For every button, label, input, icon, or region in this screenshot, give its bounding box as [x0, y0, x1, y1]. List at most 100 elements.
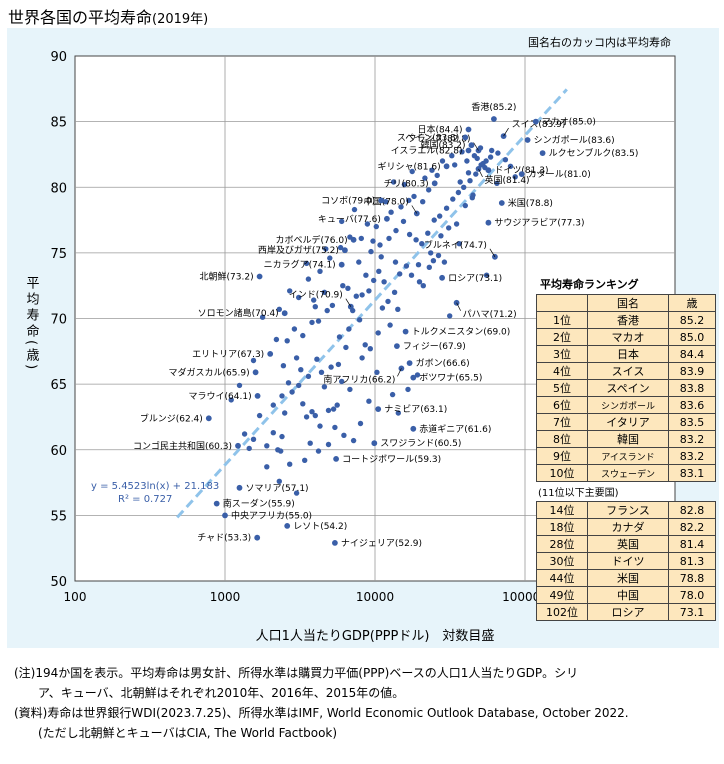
ranking-row: 49位 中国 78.0: [536, 586, 716, 604]
data-point: [250, 357, 257, 364]
point-label: 英国(81.4): [485, 174, 530, 186]
data-point: [347, 386, 353, 393]
data-point: [338, 261, 345, 268]
ranking-row: 5位 スペイン 83.8: [536, 379, 716, 397]
data-point: [459, 149, 465, 155]
data-point: [389, 391, 396, 398]
data-point: [507, 163, 514, 169]
data-point: [373, 223, 379, 230]
data-point: [267, 351, 274, 357]
data-point: [367, 346, 373, 352]
ranking-table-others: 14位 フランス 82.8 18位 カナダ 82.2 28位 英国 81.4 30位 ドイツ 81.3…: [536, 501, 716, 621]
data-point: [419, 241, 425, 247]
data-point: [457, 179, 463, 185]
data-point: [384, 215, 390, 222]
data-point: [422, 175, 428, 181]
data-point: [359, 292, 365, 298]
data-point: [273, 336, 280, 343]
y-tick-label: 55: [50, 509, 67, 524]
data-point: [332, 540, 338, 546]
footnote-1: (注)194か国を表示。平均寿命は男女計、所得水準は購買力平価(PPP)ベースの…: [14, 666, 579, 680]
country-cell: 英国: [587, 535, 669, 553]
age-cell: 83.9: [668, 362, 716, 380]
data-point: [437, 213, 443, 219]
point-label: サウジアラビア(77.3): [494, 218, 584, 229]
country-cell: 韓国: [587, 430, 669, 448]
y-tick-label: 60: [50, 444, 67, 459]
data-point: [480, 160, 486, 167]
ranking-subtitle: (11位以下主要国): [538, 488, 619, 499]
age-cell: 85.2: [668, 311, 716, 329]
country-cell: 日本: [587, 345, 669, 363]
data-point: [532, 118, 539, 125]
data-point: [468, 142, 475, 149]
data-point: [356, 317, 363, 323]
data-point: [264, 443, 270, 449]
y-tick-label: 50: [50, 575, 67, 590]
country-cell: シンガポール: [587, 396, 669, 414]
data-point: [325, 441, 332, 448]
ranking-row: 3位 日本 84.4: [536, 345, 716, 363]
data-point: [395, 306, 401, 312]
data-point: [455, 189, 462, 196]
data-point: [473, 171, 479, 177]
data-point: [402, 328, 409, 335]
data-point: [279, 393, 285, 399]
point-label: チリ(80.3): [384, 178, 429, 189]
data-point: [386, 235, 392, 242]
country-cell: ドイツ: [587, 552, 669, 570]
data-point: [447, 313, 453, 319]
trendline-r2: R² = 0.727: [118, 494, 172, 505]
rank-cell: 2位: [536, 328, 588, 346]
country-cell: スイス: [587, 362, 669, 380]
ranking-header-row: 国名歳: [536, 294, 716, 312]
data-point: [345, 285, 351, 291]
data-point: [495, 150, 501, 156]
x-axis-label: 人口1人当たりGDP(PPPドル) 対数目盛: [256, 629, 495, 644]
ranking-table-top: 国名歳 1位 香港 85.2 2位 マカオ 85.0 3位 日本 84.4 4位 スイス 83.9 5位ス…: [536, 294, 716, 482]
point-label: 米国(78.8): [508, 197, 553, 209]
point-label: カボベルデ(76.0): [276, 234, 348, 246]
data-point: [428, 250, 434, 256]
point-label: チャド(53.3): [197, 533, 251, 544]
data-point: [431, 217, 437, 223]
rank-cell: 3位: [536, 345, 588, 363]
data-point: [312, 412, 318, 419]
data-point: [376, 268, 382, 274]
country-cell: 国名: [587, 294, 669, 312]
data-point: [416, 279, 423, 285]
data-point: [494, 180, 500, 186]
data-point: [321, 384, 328, 390]
data-point: [398, 204, 404, 210]
point-label: ルクセンブルク(83.5): [549, 147, 639, 159]
data-point: [334, 402, 340, 408]
data-point: [430, 258, 437, 264]
point-label: 中国(78.0): [364, 196, 409, 208]
point-label: ガボン(66.6): [416, 358, 470, 369]
y-tick-label: 80: [50, 181, 67, 196]
leader-line: [345, 298, 352, 307]
data-point: [370, 238, 376, 244]
data-point: [392, 259, 399, 265]
data-point: [296, 294, 302, 301]
age-cell: 83.2: [668, 447, 716, 465]
data-point: [453, 221, 460, 227]
data-point: [303, 260, 310, 267]
data-point: [435, 252, 442, 259]
data-point: [278, 448, 284, 454]
country-cell: スペイン: [587, 379, 669, 397]
data-point: [512, 174, 518, 180]
data-point: [358, 235, 364, 242]
point-label: コートジボワール(59.3): [342, 454, 441, 465]
point-label: ドイツ(81.3): [494, 166, 548, 176]
point-label: マラウイ(64.1): [189, 391, 252, 402]
point-label: 日本(84.4): [417, 124, 462, 136]
age-cell: 85.0: [668, 328, 716, 346]
age-cell: 83.8: [668, 379, 716, 397]
point-label: マカオ(85.0): [542, 117, 596, 128]
data-point: [450, 196, 456, 202]
data-point: [464, 158, 470, 164]
y-axis-label: 平均寿命(歳): [24, 276, 40, 372]
y-tick-label: 65: [50, 378, 67, 393]
age-cell: 82.2: [668, 518, 716, 536]
